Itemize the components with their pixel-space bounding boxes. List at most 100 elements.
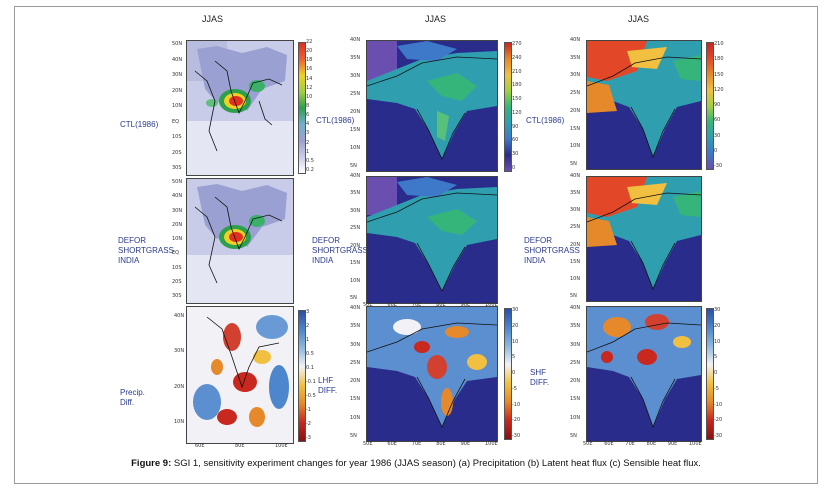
lat-tick-label: 50N	[172, 179, 183, 185]
colorbar-tick-label: -5	[512, 385, 517, 392]
map-shf-diff	[586, 306, 702, 442]
map-lhf-diff	[366, 306, 498, 442]
lat-tick-label: 15N	[350, 396, 361, 403]
colorbar-tick-label: 3	[306, 130, 310, 137]
lon-tick-label: 90E	[460, 302, 471, 308]
lat-tick-label: 5N	[350, 433, 357, 439]
colorbar-tick-label: 210	[512, 68, 522, 75]
colorbar-tick-label: -10	[714, 401, 723, 408]
lon-tick-label: 80E	[436, 302, 446, 308]
lat-tick-label: 25N	[570, 359, 581, 366]
lat-tick-label: 25N	[350, 91, 361, 97]
lat-tick-label: 5N	[570, 433, 577, 439]
colorbar-tick-label: 120	[512, 109, 522, 116]
lat-tick-label: 30N	[350, 341, 361, 348]
lat-tick-label: 5N	[570, 161, 577, 167]
lat-tick-label: 10N	[350, 145, 361, 151]
label-c-diff: SHF DIFF.	[530, 368, 550, 387]
column-header-c: JJAS	[628, 14, 650, 24]
lon-tick-label: 60E	[195, 443, 205, 449]
lat-tick-label: 20N	[570, 378, 581, 385]
colorbar-tick-label: 0	[512, 370, 516, 376]
colorbar-tick-label: 270	[512, 41, 522, 47]
map-lhf-defor	[366, 176, 498, 304]
colorbar-tick-label: -2	[306, 421, 311, 427]
colorbar-tick-label: 180	[714, 56, 724, 63]
lat-tick-label: 15N	[350, 127, 361, 133]
lon-tick-label: 50E	[583, 441, 593, 447]
colorbar-tick-label: 150	[512, 96, 522, 103]
label-b-defor: DEFOR SHORTGRASS INDIA	[312, 236, 368, 265]
colorbar-shf	[706, 42, 714, 170]
lat-tick-label: 10N	[570, 143, 581, 150]
lat-tick-label: 40N	[350, 305, 361, 311]
lat-tick-label: 35N	[350, 55, 361, 61]
colorbar-tick-label: -20	[512, 417, 521, 424]
colorbar-tick-label: 10	[512, 338, 519, 345]
lat-tick-label: 40N	[172, 56, 183, 63]
lon-tick-label: 70E	[411, 441, 422, 447]
colorbar-tick-label: 150	[714, 71, 724, 78]
colorbar-tick-label: -30	[714, 163, 723, 169]
lat-tick-label: 30N	[174, 348, 185, 355]
colorbar-tick-label: 240	[512, 54, 522, 61]
colorbar-tick-label: 180	[512, 82, 522, 89]
lat-tick-label: 15N	[570, 125, 581, 132]
colorbar-tick-label: 5	[512, 354, 516, 361]
label-a-defor: DEFOR SHORTGRASS INDIA	[118, 236, 174, 265]
colorbar-tick-label: 2	[306, 139, 310, 146]
lat-tick-label: 20N	[350, 242, 361, 249]
lat-tick-label: 40N	[350, 37, 361, 43]
lat-tick-label: 35N	[570, 54, 581, 61]
colorbar-tick-label: -3	[306, 435, 311, 441]
colorbar-tick-label: -20	[714, 417, 723, 424]
lon-tick-label: 80E	[235, 443, 245, 449]
colorbar-lhf	[504, 42, 512, 172]
lat-tick-label: 40N	[570, 173, 581, 179]
colorbar-shf-diff	[706, 308, 714, 440]
map-precip-defor	[186, 178, 294, 304]
lon-tick-label: 60E	[387, 302, 397, 308]
lon-tick-label: 90E	[667, 441, 678, 447]
lat-tick-label: 15N	[570, 258, 581, 265]
lat-tick-label: 25N	[350, 225, 361, 232]
colorbar-tick-label: 18	[306, 57, 313, 64]
lat-tick-label: 40N	[350, 173, 361, 179]
colorbar-tick-label: 2	[306, 323, 310, 329]
lat-tick-label: 40N	[570, 37, 581, 43]
colorbar-tick-label: 1	[306, 148, 310, 155]
lat-tick-label: 35N	[570, 323, 581, 330]
caption-label: Figure 9:	[131, 458, 172, 469]
lat-tick-label: 40N	[172, 193, 183, 200]
lat-tick-label: 10N	[172, 103, 183, 109]
lat-tick-label: 30N	[570, 72, 581, 79]
lat-tick-label: 20S	[172, 149, 182, 156]
colorbar-tick-label: 0.5	[306, 351, 314, 357]
map-lhf-ctl	[366, 40, 498, 172]
map-shf-defor	[586, 176, 702, 302]
colorbar-tick-label: -30	[714, 433, 723, 439]
lat-tick-label: 30S	[172, 165, 182, 171]
colorbar-tick-label: 0.1	[306, 365, 314, 371]
label-a-ctl: CTL(1986)	[120, 120, 159, 129]
colorbar-tick-label: 6	[306, 112, 310, 119]
lon-tick-label: 90E	[460, 441, 471, 447]
column-header-b: JJAS	[425, 14, 447, 24]
lat-tick-label: 10N	[570, 275, 581, 282]
lon-tick-label: 70E	[625, 441, 635, 447]
lon-tick-label: 100E	[275, 443, 288, 449]
colorbar-tick-label: 90	[512, 123, 519, 130]
lat-tick-label: 20N	[174, 383, 185, 390]
lon-tick-label: 70E	[411, 302, 422, 308]
colorbar-tick-label: 10	[714, 338, 721, 345]
colorbar-tick-label: 30	[512, 151, 519, 158]
colorbar-precip-diff	[298, 310, 306, 442]
lat-tick-label: 30S	[172, 293, 182, 299]
lon-tick-label: 100E	[689, 441, 702, 447]
colorbar-tick-label: 30	[512, 307, 519, 313]
lat-tick-label: 20N	[350, 109, 361, 115]
colorbar-tick-label: 1	[306, 337, 310, 343]
figure-caption: Figure 9: SGI 1, sensitivity experiment …	[0, 458, 832, 469]
colorbar-precip	[298, 42, 306, 174]
lon-tick-label: 50E	[363, 302, 373, 308]
